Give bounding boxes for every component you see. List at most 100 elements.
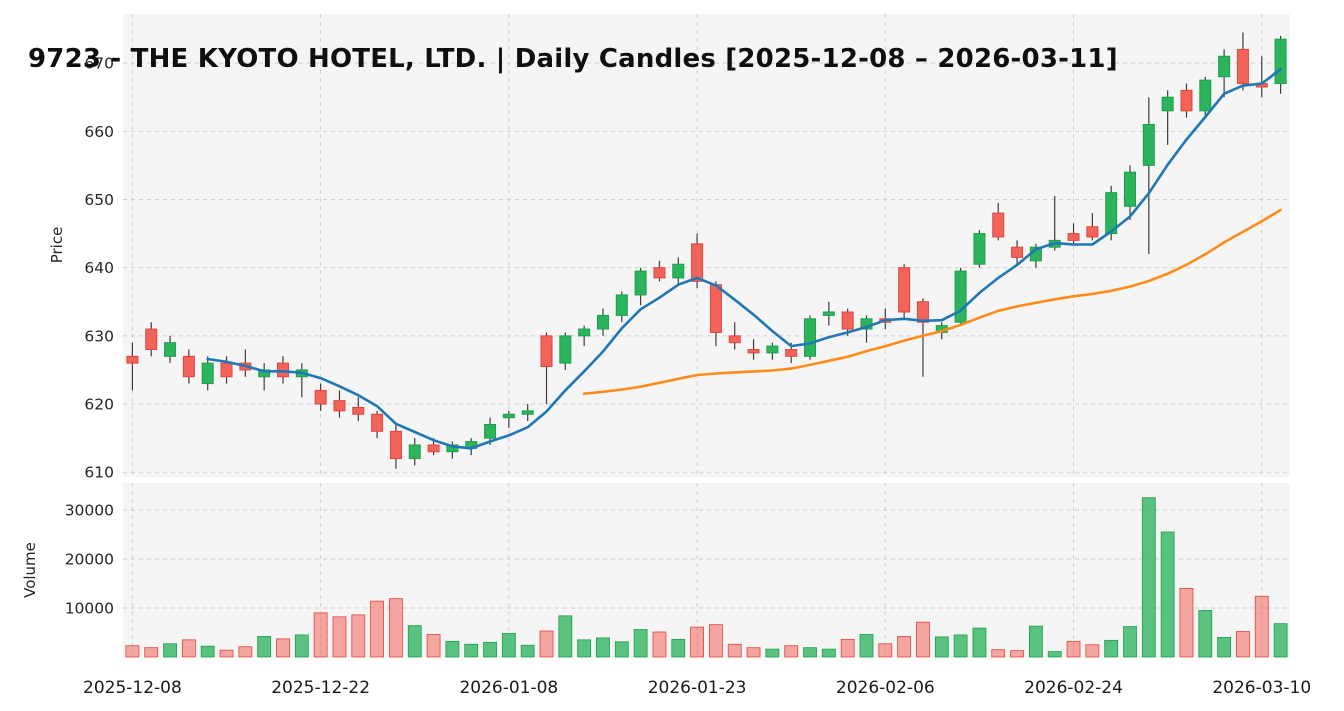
candle-body bbox=[1274, 38, 1287, 85]
x-tick-label: 2026-02-24 bbox=[1024, 678, 1123, 698]
price-tick-label: 630 bbox=[84, 327, 114, 345]
volume-bar bbox=[332, 616, 347, 658]
x-tick-label: 2026-02-06 bbox=[836, 678, 935, 698]
volume-bar bbox=[181, 639, 196, 658]
price-tick-label: 670 bbox=[84, 55, 114, 73]
volume-bar bbox=[972, 627, 987, 658]
candle bbox=[1218, 49, 1231, 98]
volume-bar bbox=[690, 626, 704, 658]
candle-body bbox=[728, 335, 741, 344]
candle bbox=[389, 424, 402, 469]
candle-body bbox=[691, 243, 704, 282]
volume-bar bbox=[1028, 625, 1043, 658]
candle-body bbox=[220, 362, 233, 378]
candle-body bbox=[653, 267, 666, 279]
candle-body bbox=[1180, 89, 1193, 112]
moving-average-lines bbox=[206, 67, 1282, 450]
candle bbox=[164, 335, 177, 364]
candle-body bbox=[559, 335, 572, 364]
candle bbox=[615, 291, 628, 323]
candle-body bbox=[596, 314, 609, 330]
volume-bar bbox=[671, 638, 686, 658]
candle bbox=[201, 356, 214, 391]
candle bbox=[352, 397, 365, 422]
volume-tick-label: 10000 bbox=[65, 599, 114, 617]
candle bbox=[408, 438, 421, 466]
volume-bar bbox=[614, 641, 629, 658]
x-tick-label: 2025-12-08 bbox=[83, 678, 182, 698]
volume-bar bbox=[1010, 650, 1024, 658]
candle-body bbox=[916, 301, 929, 323]
volume-bar bbox=[727, 643, 742, 658]
candle bbox=[521, 404, 534, 422]
volume-bar bbox=[1217, 636, 1232, 658]
volume-tick-label: 20000 bbox=[65, 550, 114, 568]
candle bbox=[973, 230, 986, 268]
volume-panel-bg bbox=[123, 483, 1290, 657]
volume-bar bbox=[257, 636, 272, 658]
volume-bar bbox=[1273, 623, 1288, 658]
candle-body bbox=[126, 355, 139, 364]
candle bbox=[182, 349, 195, 384]
candle-body bbox=[1124, 171, 1137, 207]
volume-bar bbox=[859, 634, 874, 658]
candle bbox=[1161, 90, 1174, 145]
volume-bar bbox=[746, 647, 761, 658]
x-tick-label: 2026-01-23 bbox=[648, 678, 747, 698]
volume-bar bbox=[407, 625, 422, 658]
candle-body bbox=[841, 311, 854, 330]
volume-bar bbox=[1160, 531, 1175, 658]
candle bbox=[1067, 223, 1080, 244]
volume-bar bbox=[426, 634, 441, 658]
volume-bar bbox=[351, 614, 366, 658]
candle bbox=[1180, 83, 1193, 118]
price-tick-label: 640 bbox=[84, 259, 114, 277]
volume-bar bbox=[596, 637, 610, 658]
volume-bar bbox=[558, 615, 573, 658]
candle bbox=[540, 332, 553, 405]
volume-bar bbox=[389, 598, 403, 658]
volume-bar bbox=[1254, 595, 1269, 658]
candle-body bbox=[1142, 123, 1155, 166]
volume-bar bbox=[294, 634, 309, 658]
volume-bar bbox=[520, 644, 535, 658]
volume-bar bbox=[219, 649, 234, 658]
volume-bar bbox=[238, 646, 253, 658]
price-tick-label: 610 bbox=[84, 464, 114, 482]
candle-body bbox=[992, 212, 1005, 238]
volume-bar bbox=[539, 630, 554, 658]
candle bbox=[653, 260, 666, 282]
volume-bars bbox=[125, 497, 1288, 658]
volume-bar bbox=[1236, 631, 1250, 658]
candle-body bbox=[333, 400, 346, 412]
candle-body bbox=[615, 294, 628, 316]
price-tick-label: 660 bbox=[84, 123, 114, 141]
candle bbox=[1199, 76, 1212, 118]
candle-body bbox=[1105, 192, 1118, 235]
price-panel-bg bbox=[123, 14, 1290, 477]
candle-body bbox=[1218, 55, 1231, 78]
candle-body bbox=[766, 345, 779, 354]
candle-body bbox=[484, 423, 497, 439]
candle-body bbox=[408, 444, 421, 460]
candle bbox=[822, 301, 835, 326]
candle bbox=[1086, 213, 1099, 241]
volume-bar bbox=[784, 645, 799, 658]
volume-bar bbox=[1047, 651, 1062, 658]
volume-bar bbox=[934, 636, 949, 658]
volume-bar bbox=[313, 612, 328, 658]
volume-axis-label: Volume bbox=[21, 542, 39, 598]
volume-tick-labels: 10000 20000 30000 bbox=[65, 501, 114, 617]
candle-body bbox=[371, 413, 384, 432]
candle-body bbox=[822, 311, 835, 316]
x-tick-label: 2025-12-22 bbox=[271, 678, 370, 698]
candle-body bbox=[898, 267, 911, 313]
volume-bar bbox=[125, 645, 140, 658]
candle bbox=[596, 308, 609, 336]
candle bbox=[578, 325, 591, 347]
candle bbox=[1124, 165, 1137, 220]
candle-body bbox=[1199, 79, 1212, 112]
panel-backgrounds bbox=[123, 14, 1290, 657]
candle-body bbox=[352, 406, 365, 415]
